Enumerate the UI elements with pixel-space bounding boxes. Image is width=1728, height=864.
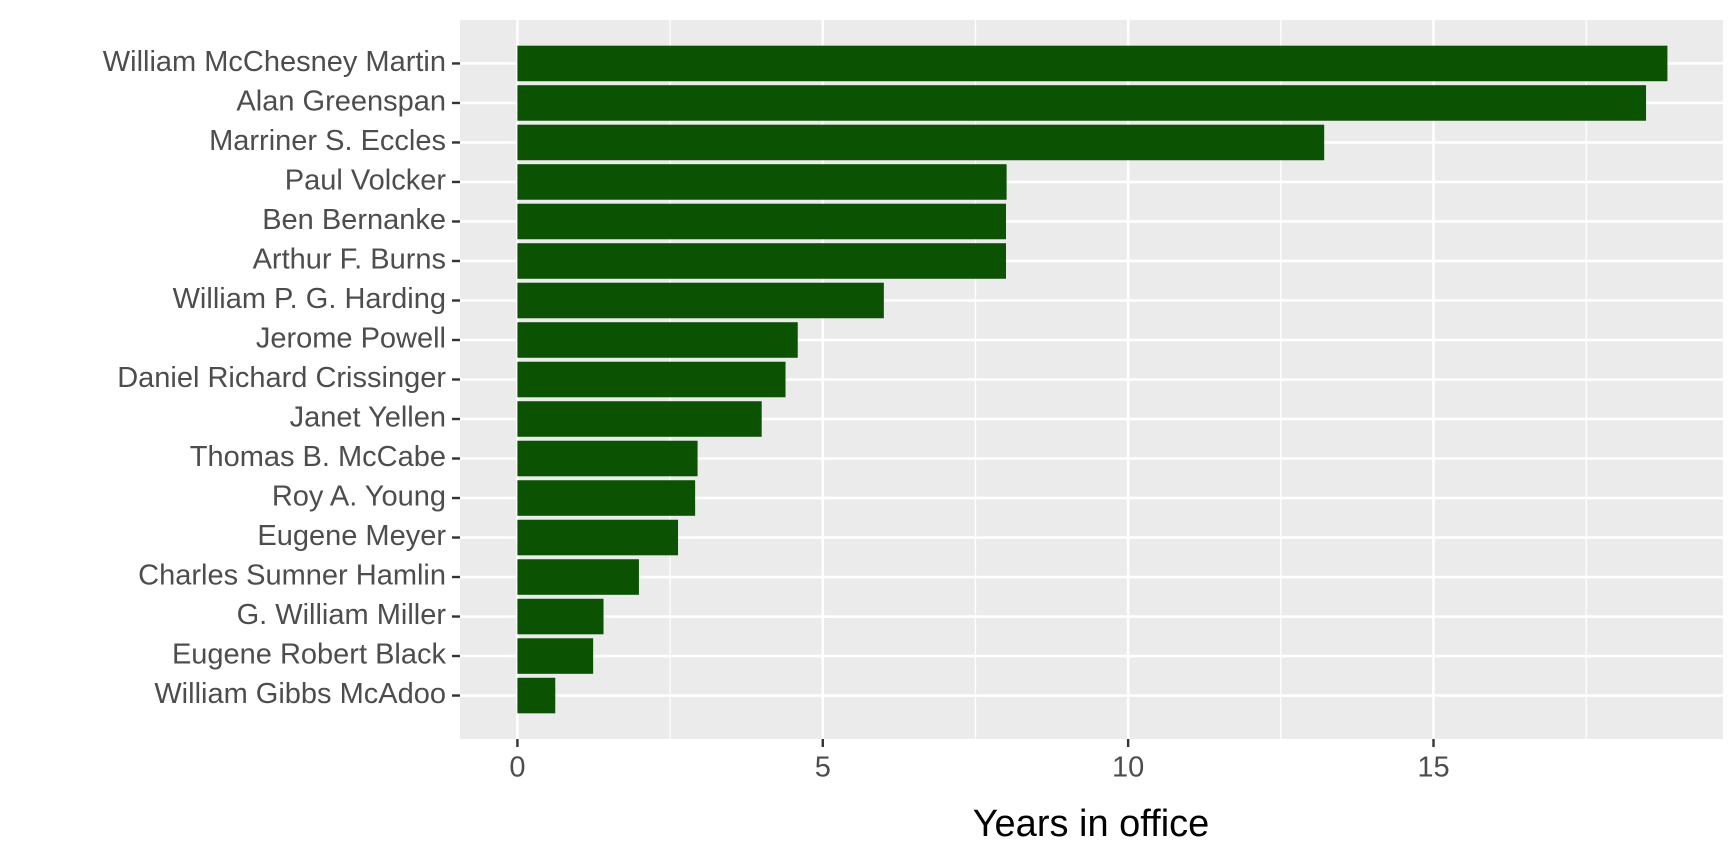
bar xyxy=(517,203,1006,240)
bar xyxy=(517,243,1006,279)
y-tick-label: William McChesney Martin xyxy=(103,46,446,78)
y-tick-label: Paul Volcker xyxy=(285,165,447,197)
bar xyxy=(517,559,639,595)
bar xyxy=(517,282,884,319)
bar xyxy=(517,85,1647,121)
bar xyxy=(517,638,594,674)
bar xyxy=(517,677,556,714)
y-tick-label: Eugene Robert Black xyxy=(172,639,447,671)
y-tick-label: Charles Sumner Hamlin xyxy=(138,560,446,592)
y-tick-label: Thomas B. McCabe xyxy=(190,441,446,473)
bar xyxy=(517,440,698,477)
bar xyxy=(517,401,762,437)
y-tick-label: Arthur F. Burns xyxy=(253,244,446,276)
x-tick-label: 15 xyxy=(1417,752,1449,784)
bar xyxy=(517,164,1007,200)
bar xyxy=(517,45,1668,82)
bar xyxy=(517,124,1325,161)
y-tick-label: G. William Miller xyxy=(237,599,447,631)
y-tick-label: Janet Yellen xyxy=(290,402,446,434)
x-tick-label: 10 xyxy=(1112,752,1144,784)
y-tick-label: Daniel Richard Crissinger xyxy=(117,362,446,394)
bar xyxy=(517,361,786,398)
y-tick-label: William Gibbs McAdoo xyxy=(154,678,446,710)
y-tick-label: Ben Bernanke xyxy=(262,204,446,236)
x-tick-label: 0 xyxy=(509,752,525,784)
y-tick-label: Marriner S. Eccles xyxy=(209,125,446,157)
y-tick-label: Eugene Meyer xyxy=(257,520,446,552)
bar xyxy=(517,598,604,635)
y-tick-label: William P. G. Harding xyxy=(173,283,446,315)
y-tick-label: Jerome Powell xyxy=(256,323,446,355)
bar xyxy=(517,322,798,358)
bar xyxy=(517,480,696,516)
y-tick-label: Alan Greenspan xyxy=(236,86,446,118)
y-tick-label: Roy A. Young xyxy=(272,481,446,513)
x-axis-title: Years in office xyxy=(973,803,1210,845)
x-tick-label: 5 xyxy=(815,752,831,784)
bar xyxy=(517,519,679,556)
